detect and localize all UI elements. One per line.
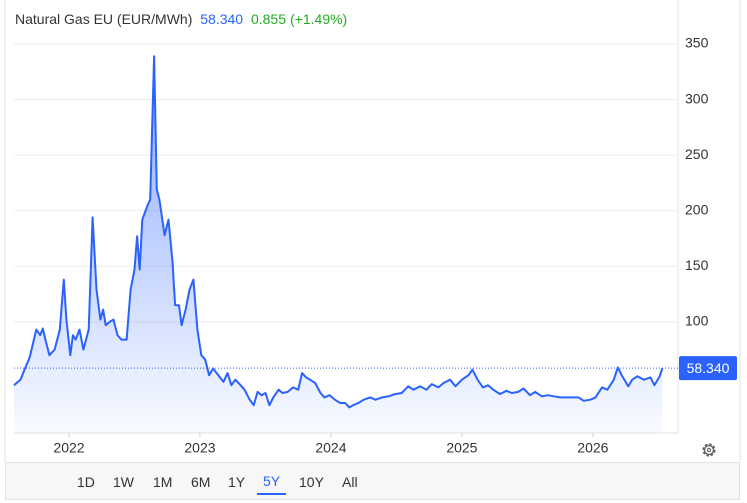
range-button[interactable]: 1M — [147, 469, 178, 495]
y-tick-label: 300 — [685, 90, 709, 106]
y-tick-label: 150 — [685, 257, 709, 273]
y-tick-label: 100 — [685, 313, 709, 329]
y-tick-label: 250 — [685, 146, 709, 162]
gear-teeth — [702, 443, 716, 457]
y-tick-label: 350 — [685, 35, 709, 51]
range-button[interactable]: All — [336, 469, 364, 495]
change: 0.855 — [250, 11, 287, 27]
settings-icon[interactable] — [702, 443, 716, 457]
price: 58.340 — [200, 11, 244, 27]
gear-hub — [706, 447, 712, 453]
last-price-label: 58.340 — [687, 360, 730, 376]
x-tick-label: 2024 — [315, 440, 346, 456]
range-button[interactable]: 10Y — [293, 469, 330, 495]
range-button[interactable]: 1W — [107, 469, 140, 495]
change-pct: (+1.49%) — [290, 11, 348, 27]
price-line — [13, 55, 664, 409]
range-toolbar: 1D 1W 1M 6M 1Y 5Y 10Y All — [5, 462, 740, 500]
range-button[interactable]: 1Y — [222, 469, 251, 495]
x-tick-label: 2022 — [53, 440, 84, 456]
y-tick-label: 200 — [685, 201, 709, 217]
area-fill — [14, 56, 663, 433]
gear-ring — [703, 444, 715, 456]
last-price-tag — [679, 356, 737, 381]
x-tick-label: 2023 — [184, 440, 215, 456]
range-button[interactable]: 6M — [185, 469, 216, 495]
range-button[interactable]: 5Y — [257, 469, 287, 495]
x-tick-label: 2025 — [446, 440, 477, 456]
range-button[interactable]: 1D — [71, 469, 101, 495]
instrument-title: Natural Gas EU (EUR/MWh) — [15, 11, 193, 27]
header: Natural Gas EU (EUR/MWh) 58.340 0.855 (+1… — [15, 11, 351, 27]
x-tick-label: 2026 — [577, 440, 608, 456]
